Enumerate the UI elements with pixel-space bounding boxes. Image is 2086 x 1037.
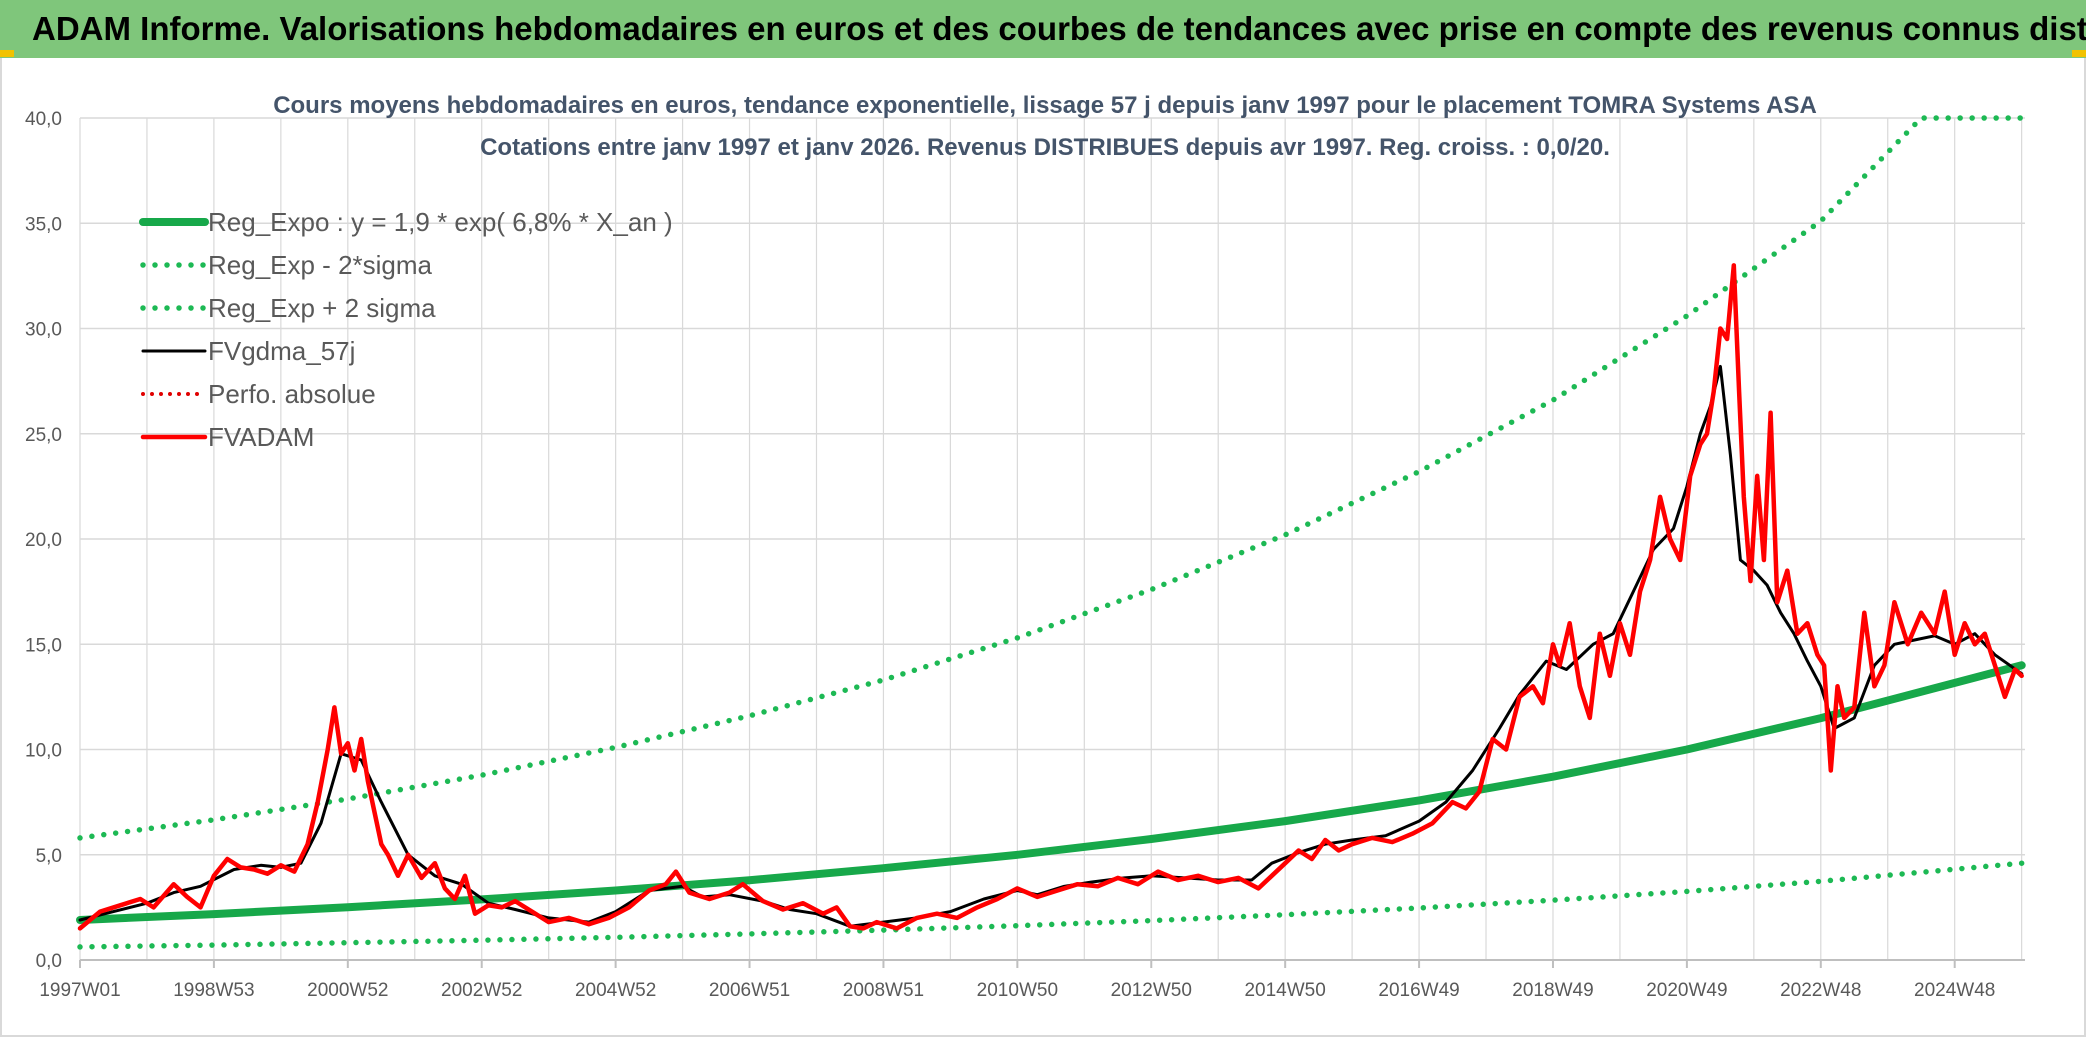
- legend-label: Perfo. absolue: [208, 379, 376, 409]
- legend-label: Reg_Expo : y = 1,9 * exp( 6,8% * X_an ): [208, 207, 673, 237]
- report-title: ADAM Informe. Valorisations hebdomadaire…: [32, 10, 2086, 47]
- x-tick-label: 2004W52: [575, 980, 656, 1001]
- x-tick-label: 2008W51: [843, 980, 924, 1001]
- series-fvadam: [77, 263, 2024, 931]
- x-tick-label: 2014W50: [1244, 980, 1325, 1001]
- legend-label: Reg_Exp - 2*sigma: [208, 250, 433, 280]
- chart-subtitle: Cotations entre janv 1997 et janv 2026. …: [480, 134, 1610, 161]
- x-tick-label: 1997W01: [39, 980, 120, 1001]
- y-axis-ticks: 0,0 5,0 10,0 15,0 20,0 25,0 30,0 35,0 40,0: [25, 109, 62, 972]
- x-tick-label: 2020W49: [1646, 980, 1727, 1001]
- x-axis-ticks: 1997W01 1998W53 2000W52 2002W52 2004W52 2006W…: [39, 960, 1995, 1001]
- series-sigma-band: [77, 860, 2025, 950]
- grid-lines: [79, 117, 2025, 961]
- corner-marker-right: [2072, 50, 2086, 57]
- corner-marker-left: [0, 50, 14, 57]
- series-lines: [76, 115, 2026, 950]
- series-regression-trend: [76, 661, 2026, 924]
- series-sigma-band: [77, 115, 2025, 841]
- y-tick-label: 40,0: [25, 109, 62, 130]
- y-tick-label: 5,0: [36, 846, 62, 867]
- x-tick-label: 1998W53: [173, 980, 254, 1001]
- x-tick-label: 2022W48: [1780, 980, 1861, 1001]
- legend-label: Reg_Exp + 2 sigma: [208, 293, 436, 323]
- x-tick-label: 2018W49: [1512, 980, 1593, 1001]
- y-tick-label: 15,0: [25, 635, 62, 656]
- x-tick-label: 2024W48: [1914, 980, 1995, 1001]
- series-moving-average: [78, 364, 2024, 928]
- y-tick-label: 20,0: [25, 530, 62, 551]
- x-tick-label: 2002W52: [441, 980, 522, 1001]
- legend-label: FVADAM: [208, 422, 314, 452]
- y-tick-label: 35,0: [25, 214, 62, 235]
- x-tick-label: 2010W50: [977, 980, 1058, 1001]
- x-tick-label: 2016W49: [1378, 980, 1459, 1001]
- x-tick-label: 2006W51: [709, 980, 790, 1001]
- x-tick-label: 2000W52: [307, 980, 388, 1001]
- y-tick-label: 25,0: [25, 425, 62, 446]
- legend-label: FVgdma_57j: [208, 336, 355, 366]
- report-banner: ADAM Informe. Valorisations hebdomadaire…: [0, 0, 2086, 58]
- x-tick-label: 2012W50: [1111, 980, 1192, 1001]
- y-tick-label: 10,0: [25, 741, 62, 762]
- y-tick-label: 0,0: [36, 951, 62, 972]
- legend: Reg_Expo : y = 1,9 * exp( 6,8% * X_an ) R…: [139, 207, 673, 452]
- y-tick-label: 30,0: [25, 320, 62, 341]
- chart-title: Cours moyens hebdomadaires en euros, ten…: [273, 92, 1817, 119]
